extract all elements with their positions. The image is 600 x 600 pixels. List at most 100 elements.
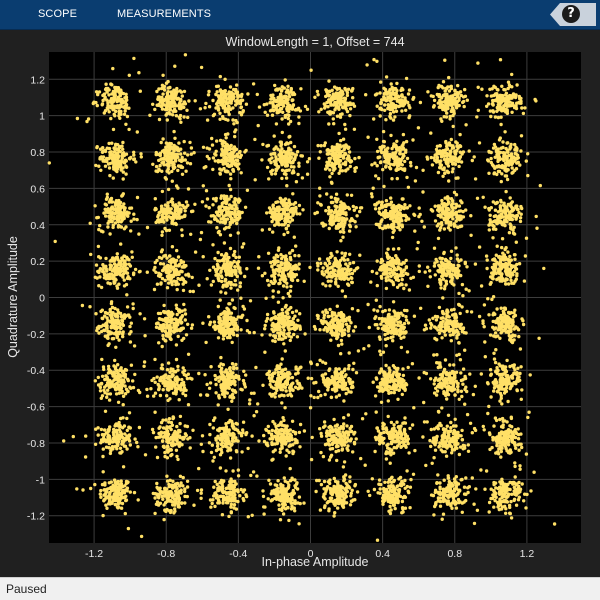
- data-point: [173, 64, 177, 68]
- data-point: [99, 488, 103, 493]
- data-point: [287, 518, 291, 523]
- data-point: [270, 317, 274, 321]
- data-point: [100, 357, 104, 362]
- data-point: [186, 437, 190, 441]
- data-point: [173, 383, 177, 387]
- data-point: [174, 303, 178, 307]
- data-point: [272, 270, 276, 274]
- data-point: [273, 212, 277, 217]
- data-point: [273, 334, 278, 338]
- data-point: [269, 152, 273, 156]
- data-point: [364, 412, 368, 416]
- data-point: [153, 496, 157, 500]
- data-point: [228, 456, 233, 460]
- data-point: [108, 150, 112, 155]
- data-point: [280, 130, 284, 135]
- data-point: [260, 228, 264, 232]
- data-point: [255, 92, 259, 97]
- data-point: [116, 506, 120, 510]
- data-point: [263, 350, 267, 354]
- data-point: [241, 420, 246, 424]
- data-point: [183, 487, 187, 491]
- data-point: [137, 71, 141, 75]
- data-point: [128, 315, 132, 319]
- data-point: [325, 501, 329, 505]
- data-point: [200, 434, 205, 438]
- data-point: [173, 386, 178, 390]
- data-point: [229, 177, 233, 181]
- data-point: [233, 163, 238, 167]
- data-point: [287, 307, 291, 311]
- data-point: [117, 428, 122, 432]
- data-point: [288, 388, 292, 393]
- data-point: [114, 207, 118, 211]
- data-point: [274, 155, 278, 159]
- data-point: [287, 331, 291, 335]
- data-point: [121, 151, 126, 155]
- data-point: [270, 265, 274, 269]
- data-point: [207, 147, 212, 151]
- constellation-plot[interactable]: -1.2 -0.8 -0.4 0 0.4 0.8 1.2 -1.2-1-0.8-0.6-0.…: [0, 30, 600, 577]
- data-point: [109, 207, 113, 211]
- data-point: [352, 361, 356, 365]
- data-point: [332, 434, 336, 438]
- data-point: [180, 233, 184, 238]
- data-point: [228, 316, 232, 321]
- data-point: [108, 451, 113, 456]
- help-icon[interactable]: ?: [562, 5, 580, 23]
- data-point: [166, 201, 170, 205]
- data-point: [272, 325, 277, 329]
- data-point: [216, 259, 220, 263]
- data-point: [282, 198, 286, 203]
- data-point: [148, 113, 152, 118]
- data-point: [239, 171, 243, 175]
- data-point: [283, 507, 288, 511]
- data-point: [336, 449, 341, 453]
- data-point: [278, 331, 282, 336]
- data-point: [204, 204, 208, 208]
- data-point: [120, 492, 124, 496]
- data-point: [123, 263, 127, 268]
- data-point: [228, 394, 233, 398]
- data-point: [183, 312, 188, 316]
- data-point: [215, 139, 219, 143]
- data-point: [338, 493, 342, 497]
- data-point: [231, 381, 235, 385]
- data-point: [103, 148, 108, 152]
- data-point: [189, 152, 193, 156]
- data-point: [218, 233, 223, 237]
- data-point: [109, 82, 113, 86]
- data-point: [229, 510, 233, 514]
- data-point: [293, 478, 297, 482]
- data-point: [123, 109, 127, 113]
- data-point: [278, 92, 283, 96]
- data-point: [233, 249, 237, 254]
- data-point: [346, 387, 350, 391]
- data-point: [235, 328, 239, 332]
- data-point: [186, 115, 190, 120]
- data-point: [113, 502, 118, 507]
- data-point: [280, 401, 284, 405]
- tab-measurements[interactable]: MEASUREMENTS: [117, 8, 212, 20]
- data-point: [128, 264, 133, 268]
- data-point: [272, 147, 277, 151]
- tab-scope[interactable]: SCOPE: [38, 8, 78, 20]
- data-point: [184, 273, 188, 277]
- data-point: [285, 268, 289, 272]
- data-point: [165, 448, 169, 452]
- data-point: [113, 221, 118, 225]
- data-point: [119, 368, 124, 372]
- data-point: [174, 357, 179, 362]
- data-point: [285, 281, 289, 285]
- data-point: [75, 116, 80, 121]
- data-point: [298, 109, 303, 113]
- data-point: [103, 159, 107, 163]
- data-point: [270, 458, 274, 462]
- data-point: [167, 215, 171, 219]
- data-point: [121, 140, 125, 145]
- data-point: [227, 183, 231, 188]
- data-point: [154, 207, 158, 211]
- data-point: [279, 144, 283, 148]
- data-point: [230, 162, 234, 166]
- data-point: [340, 490, 345, 494]
